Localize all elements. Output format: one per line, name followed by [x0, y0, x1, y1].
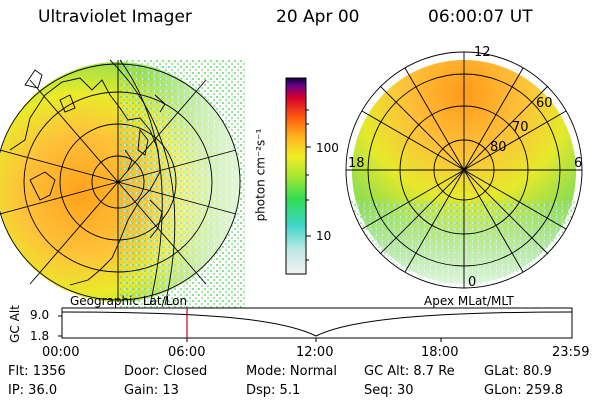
mlt-label-0: 0 [468, 275, 477, 290]
time-tick-1800: 18:00 [421, 345, 459, 360]
altitude-ylabel: GC Alt [7, 305, 22, 343]
time-tick-2359: 23:59 [552, 345, 590, 360]
observation-date: 20 Apr 00 [276, 7, 360, 27]
status-dsp: Dsp: 5.1 [246, 383, 301, 398]
observation-time: 06:00:07 UT [428, 7, 533, 27]
coastlines [9, 69, 166, 286]
status-glon: GLon: 259.8 [484, 383, 564, 398]
mlat-label-70: 70 [512, 120, 529, 135]
status-gain: Gain: 13 [124, 383, 179, 398]
mlat-mlt-grid [345, 51, 583, 289]
status-ip: IP: 36.0 [8, 383, 58, 398]
altitude-plot [58, 307, 573, 342]
intensity-colorbar [285, 77, 311, 275]
mlat-label-80: 80 [490, 140, 507, 155]
time-tick-1200: 12:00 [296, 345, 334, 360]
right-map-caption: Apex MLat/MLT [424, 294, 514, 308]
altitude-curve [61, 311, 573, 337]
left-map-caption: Geographic Lat/Lon [70, 294, 188, 308]
mlt-label-12: 12 [474, 45, 491, 60]
lat-lon-grid [0, 59, 241, 306]
colorbar-tick-100: 100 [316, 141, 339, 155]
status-flight: Flt: 1356 [8, 364, 66, 379]
colorbar-unit-label: photon cm⁻²s⁻¹ [253, 128, 268, 222]
status-mode: Mode: Normal [246, 364, 337, 379]
mlt-label-6: 6 [574, 156, 583, 171]
altitude-ytick-low: 1.8 [30, 329, 50, 343]
time-tick-0600: 06:00 [168, 345, 206, 360]
magnetic-image [345, 51, 583, 289]
geographic-image [0, 59, 246, 310]
status-sequence: Seq: 30 [364, 383, 414, 398]
mlt-label-18: 18 [348, 156, 365, 171]
time-tick-0000: 00:00 [42, 345, 80, 360]
status-door: Door: Closed [124, 364, 208, 379]
status-gc-alt: GC Alt: 8.7 Re [364, 364, 455, 379]
status-glat: GLat: 80.9 [484, 364, 552, 379]
altitude-ytick-high: 9.0 [30, 308, 50, 322]
colorbar-tick-10: 10 [316, 229, 332, 243]
app-title: Ultraviolet Imager [38, 7, 192, 27]
mlat-label-60: 60 [536, 96, 553, 111]
